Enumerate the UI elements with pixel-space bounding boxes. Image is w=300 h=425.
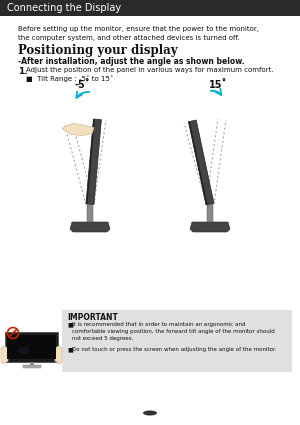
- Polygon shape: [70, 222, 110, 232]
- Polygon shape: [188, 120, 214, 205]
- Polygon shape: [86, 119, 101, 204]
- Text: Connecting the Display: Connecting the Display: [7, 3, 121, 13]
- Polygon shape: [188, 122, 208, 205]
- Bar: [87, 204, 93, 222]
- Ellipse shape: [143, 411, 157, 416]
- Text: It is recommended that in order to maintain an ergonomic and: It is recommended that in order to maint…: [72, 322, 245, 327]
- Text: comfortable viewing position, the forward tilt angle of the monitor should: comfortable viewing position, the forwar…: [72, 329, 275, 334]
- Text: Do not touch or press the screen when adjusting the angle of the monitor.: Do not touch or press the screen when ad…: [72, 347, 277, 352]
- Polygon shape: [62, 124, 94, 136]
- Bar: [207, 204, 213, 222]
- Polygon shape: [1, 346, 8, 364]
- Text: IMPORTANT: IMPORTANT: [67, 313, 118, 322]
- Text: ■: ■: [67, 322, 73, 327]
- Polygon shape: [86, 119, 95, 204]
- Text: 15˚: 15˚: [209, 80, 227, 90]
- Bar: [0, 0, 300, 16]
- Ellipse shape: [17, 346, 29, 354]
- Bar: [5, 332, 58, 362]
- Text: Before setting up the monitor, ensure that the power to the monitor,
the compute: Before setting up the monitor, ensure th…: [18, 26, 259, 41]
- Bar: [22, 365, 40, 368]
- Text: -5˚: -5˚: [74, 80, 90, 90]
- Text: -After installation, adjust the angle as shown below.: -After installation, adjust the angle as…: [18, 57, 244, 66]
- Bar: [7, 335, 56, 359]
- Polygon shape: [55, 346, 62, 364]
- Text: Positioning your display: Positioning your display: [18, 44, 178, 57]
- Text: not exceed 5 degrees.: not exceed 5 degrees.: [72, 336, 133, 341]
- Text: Adjust the position of the panel in various ways for maximum comfort.: Adjust the position of the panel in vari…: [26, 67, 274, 73]
- Bar: [62, 310, 292, 372]
- Bar: [29, 362, 34, 366]
- Text: 1.: 1.: [18, 67, 28, 76]
- Text: ■: ■: [67, 347, 73, 352]
- Polygon shape: [190, 222, 230, 232]
- Text: ■  Tilt Range : -5˚ to 15˚: ■ Tilt Range : -5˚ to 15˚: [26, 75, 113, 82]
